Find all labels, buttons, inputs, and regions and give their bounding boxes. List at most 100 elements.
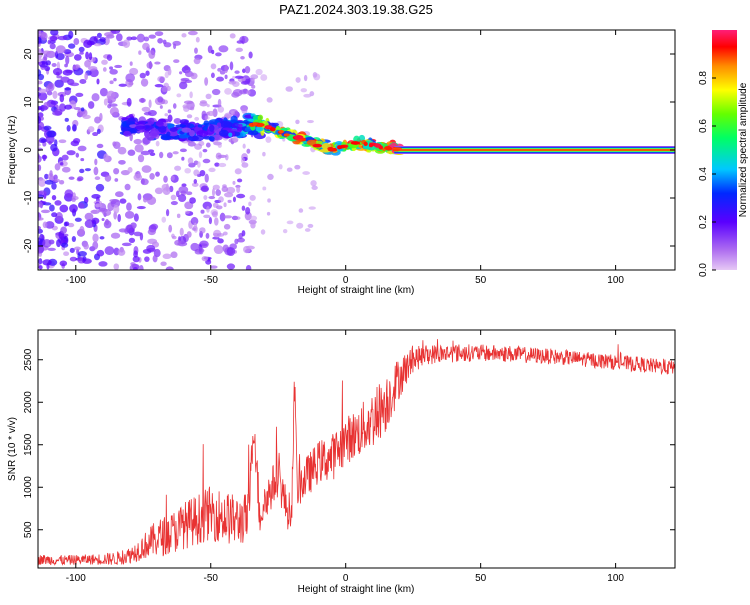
noise-blob bbox=[164, 113, 169, 117]
noise-blob bbox=[83, 39, 93, 49]
noise-blob bbox=[193, 57, 201, 65]
noise-blob bbox=[113, 263, 120, 270]
noise-blob bbox=[42, 259, 52, 266]
noise-blob bbox=[218, 196, 224, 203]
noise-blob bbox=[89, 68, 99, 78]
ridge-core bbox=[337, 145, 343, 150]
noise-blob bbox=[229, 61, 234, 71]
noise-blob bbox=[237, 178, 243, 183]
noise-blob bbox=[217, 67, 222, 72]
noise-blob bbox=[72, 65, 79, 70]
noise-blob bbox=[241, 205, 246, 211]
noise-blob bbox=[217, 98, 222, 108]
noise-blob bbox=[99, 37, 106, 42]
noise-blob bbox=[203, 214, 211, 219]
ridge-core bbox=[363, 141, 368, 146]
ridge-core bbox=[269, 127, 276, 132]
noise-blob bbox=[143, 36, 150, 42]
noise-blob bbox=[217, 143, 222, 148]
noise-blob bbox=[91, 209, 98, 214]
noise-blob bbox=[205, 232, 210, 239]
noise-blob bbox=[40, 138, 48, 143]
noise-blob bbox=[80, 157, 85, 162]
noise-blob bbox=[128, 81, 134, 86]
noise-blob bbox=[186, 231, 192, 238]
noise-blob bbox=[195, 36, 200, 43]
noise-blob bbox=[145, 70, 150, 76]
noise-blob bbox=[232, 81, 240, 87]
noise-blob bbox=[176, 93, 182, 98]
noise-blob bbox=[49, 204, 55, 212]
noise-blob bbox=[69, 204, 78, 213]
snr-xtick-label: 100 bbox=[607, 573, 624, 584]
noise-blob bbox=[109, 66, 114, 70]
noise-blob bbox=[121, 242, 132, 247]
noise-blob bbox=[235, 47, 243, 53]
noise-blob bbox=[183, 64, 189, 71]
noise-blob bbox=[154, 83, 164, 88]
noise-blob bbox=[126, 224, 133, 234]
noise-blob bbox=[216, 76, 224, 82]
noise-blob bbox=[139, 72, 146, 79]
noise-blob bbox=[112, 141, 117, 147]
noise-blob bbox=[237, 237, 245, 243]
noise-blob bbox=[84, 168, 91, 172]
noise-blob bbox=[64, 117, 69, 122]
ridge-blob bbox=[166, 131, 171, 137]
noise-blob bbox=[224, 74, 228, 80]
noise-blob bbox=[204, 77, 209, 86]
noise-blob bbox=[211, 188, 216, 197]
snr-xtick-label: -50 bbox=[204, 573, 219, 584]
ridge-blob bbox=[209, 124, 215, 132]
spectrogram-xtick-label: 100 bbox=[607, 275, 624, 286]
ridge-blob bbox=[208, 119, 221, 125]
noise-blob bbox=[49, 43, 56, 50]
noise-blob bbox=[38, 258, 43, 265]
noise-blob bbox=[50, 143, 58, 152]
noise-blob bbox=[194, 143, 202, 150]
noise-blob bbox=[184, 201, 194, 210]
noise-blob bbox=[203, 195, 208, 200]
noise-blob bbox=[38, 116, 42, 124]
ridge-blob bbox=[203, 120, 210, 126]
noise-blob bbox=[52, 110, 63, 116]
ridge-blob bbox=[230, 115, 238, 123]
noise-blob bbox=[42, 239, 52, 248]
spectrogram-ytick-label: 0 bbox=[23, 147, 34, 153]
noise-blob bbox=[184, 167, 191, 174]
noise-blob bbox=[65, 69, 74, 74]
noise-blob bbox=[178, 186, 189, 194]
spectrogram-xlabel: Height of straight line (km) bbox=[298, 285, 415, 296]
ridge-core bbox=[392, 148, 401, 152]
noise-blob bbox=[106, 90, 116, 100]
noise-blob bbox=[162, 253, 172, 260]
noise-blob bbox=[172, 151, 179, 155]
noise-blob bbox=[265, 136, 272, 143]
noise-blob bbox=[140, 178, 149, 186]
noise-blob bbox=[232, 75, 236, 79]
noise-blob bbox=[52, 68, 63, 76]
noise-blob bbox=[146, 196, 157, 205]
noise-blob bbox=[38, 164, 42, 172]
noise-blob bbox=[77, 145, 87, 152]
noise-blob bbox=[209, 265, 218, 269]
noise-blob bbox=[215, 189, 222, 196]
noise-blob bbox=[211, 49, 215, 55]
noise-blob bbox=[41, 50, 52, 55]
noise-blob bbox=[221, 186, 229, 193]
noise-blob bbox=[60, 162, 64, 166]
noise-blob bbox=[154, 31, 164, 37]
ridge-core bbox=[368, 143, 374, 148]
noise-blob bbox=[133, 231, 142, 237]
noise-blob bbox=[38, 201, 44, 208]
noise-blob bbox=[206, 206, 210, 213]
noise-blob bbox=[116, 33, 123, 42]
figure-title: PAZ1.2024.303.19.38.G25 bbox=[279, 2, 433, 17]
noise-blob bbox=[296, 222, 304, 229]
noise-blob bbox=[47, 39, 52, 45]
noise-blob bbox=[181, 33, 187, 38]
noise-blob bbox=[223, 202, 227, 208]
noise-blob bbox=[205, 142, 211, 148]
noise-blob bbox=[38, 265, 43, 270]
noise-blob bbox=[64, 87, 72, 91]
